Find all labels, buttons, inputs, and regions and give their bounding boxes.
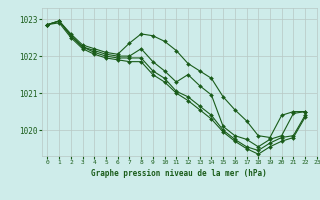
X-axis label: Graphe pression niveau de la mer (hPa): Graphe pression niveau de la mer (hPa) [91,169,267,178]
